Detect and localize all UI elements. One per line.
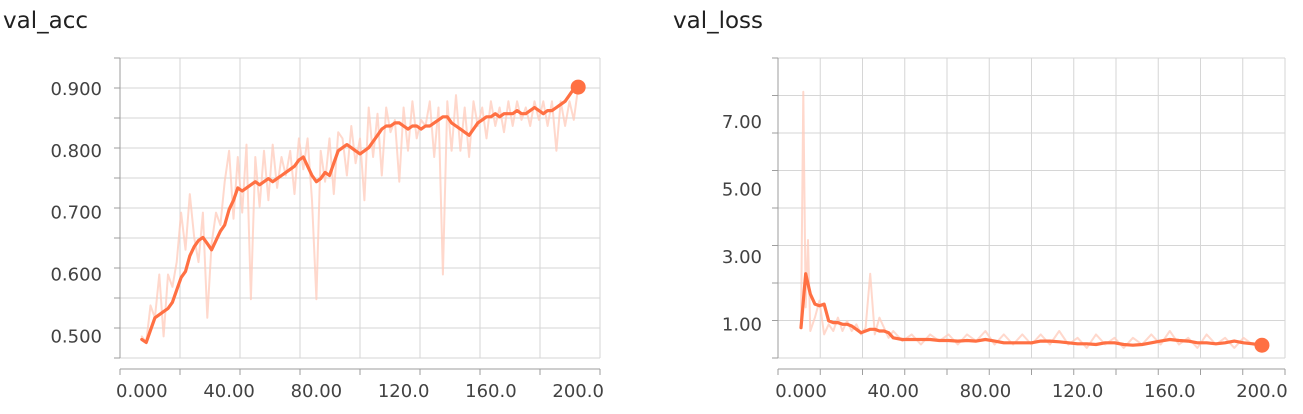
val-loss-gridlines bbox=[777, 57, 1286, 359]
x-tick-label: 40.00 bbox=[203, 381, 255, 402]
y-tick-label: 1.00 bbox=[722, 314, 762, 335]
val-acc-raw-line[interactable] bbox=[140, 86, 580, 344]
x-tick-label: 200.0 bbox=[552, 381, 604, 402]
x-tick-label: 80.00 bbox=[291, 381, 343, 402]
x-tick-label: 0.000 bbox=[775, 381, 827, 402]
val-loss-title: val_loss bbox=[673, 8, 764, 34]
y-tick-label: 0.600 bbox=[50, 264, 102, 285]
val-loss-axes bbox=[772, 57, 1286, 375]
val-acc-chart[interactable]: 0.000 40.00 80.00 120.0 160.0 200.0 0.500 0.600… bbox=[0, 0, 640, 414]
y-tick-label: 0.700 bbox=[50, 203, 102, 224]
val-loss-chart[interactable]: 0.000 40.00 80.00 120.0 160.0 200.0 1.00 3.00 5.… bbox=[670, 0, 1303, 414]
y-tick-label: 0.500 bbox=[50, 326, 102, 347]
x-tick-label: 120.0 bbox=[1052, 381, 1104, 402]
val-acc-smoothed-line[interactable] bbox=[140, 85, 580, 345]
val-loss-smoothed-line[interactable] bbox=[799, 272, 1264, 347]
val-acc-panel: val_acc 0.000 40.00 80.00 120.0 160.0 200.0 0.… bbox=[0, 0, 640, 414]
val-acc-title: val_acc bbox=[3, 8, 88, 34]
x-tick-label: 120.0 bbox=[378, 381, 430, 402]
val-loss-last-point-marker[interactable] bbox=[1254, 337, 1270, 353]
val-acc-last-point-marker[interactable] bbox=[570, 79, 586, 95]
x-tick-label: 200.0 bbox=[1236, 381, 1288, 402]
x-tick-label: 40.00 bbox=[867, 381, 919, 402]
y-tick-label: 3.00 bbox=[722, 247, 762, 268]
y-tick-label: 5.00 bbox=[722, 179, 762, 200]
y-tick-label: 0.900 bbox=[50, 79, 102, 100]
x-tick-label: 0.000 bbox=[116, 381, 168, 402]
val-loss-panel: val_loss 0.000 40.00 80.00 120.0 160.0 200.0 1… bbox=[670, 0, 1303, 414]
y-tick-label: 0.800 bbox=[50, 141, 102, 162]
x-tick-label: 80.00 bbox=[960, 381, 1012, 402]
val-acc-axes bbox=[114, 57, 601, 375]
val-acc-gridlines bbox=[119, 57, 601, 359]
x-tick-label: 160.0 bbox=[1144, 381, 1196, 402]
y-tick-label: 7.00 bbox=[722, 112, 762, 133]
x-tick-label: 160.0 bbox=[465, 381, 517, 402]
